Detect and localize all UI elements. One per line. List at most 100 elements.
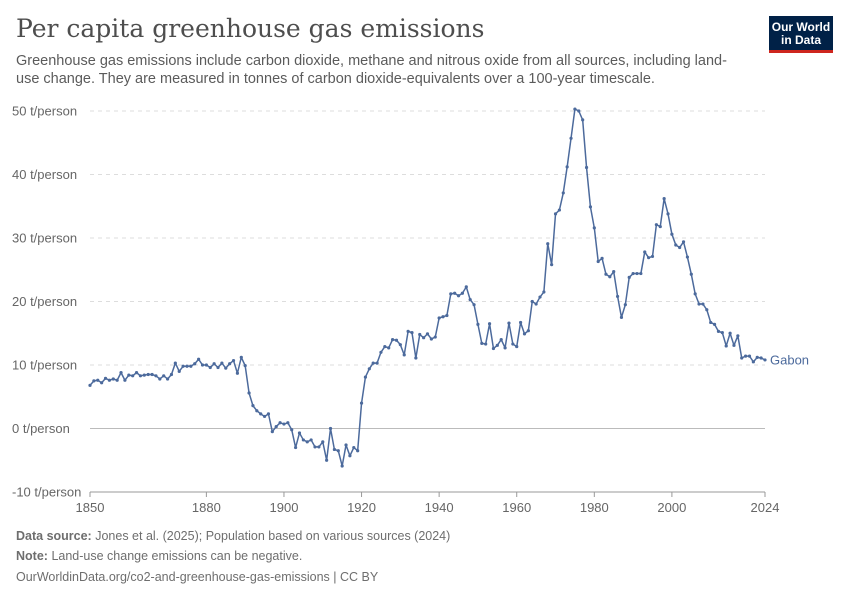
- data-point[interactable]: [445, 313, 449, 318]
- data-point[interactable]: [468, 297, 472, 302]
- data-point[interactable]: [487, 322, 492, 326]
- data-point[interactable]: [247, 391, 251, 395]
- data-point[interactable]: [146, 372, 150, 377]
- data-point[interactable]: [712, 322, 717, 326]
- data-point[interactable]: [724, 344, 728, 348]
- data-point[interactable]: [131, 374, 135, 378]
- data-point[interactable]: [557, 208, 561, 212]
- data-point[interactable]: [181, 364, 185, 368]
- data-point[interactable]: [654, 223, 658, 227]
- data-point[interactable]: [173, 361, 177, 365]
- data-point[interactable]: [639, 271, 643, 276]
- data-point[interactable]: [305, 440, 309, 444]
- data-point[interactable]: [425, 332, 430, 336]
- data-point[interactable]: [123, 378, 127, 382]
- data-point[interactable]: [740, 356, 744, 360]
- data-point[interactable]: [379, 350, 383, 354]
- owid-logo[interactable]: Our World in Data: [769, 16, 833, 53]
- data-point[interactable]: [674, 243, 678, 247]
- data-point[interactable]: [592, 226, 596, 230]
- data-point[interactable]: [390, 338, 395, 342]
- data-point[interactable]: [224, 366, 228, 370]
- data-point[interactable]: [162, 374, 166, 378]
- data-point[interactable]: [336, 449, 340, 453]
- data-point[interactable]: [208, 365, 212, 370]
- data-point[interactable]: [755, 355, 759, 359]
- data-point[interactable]: [185, 364, 189, 368]
- data-point[interactable]: [394, 338, 399, 342]
- data-point[interactable]: [697, 302, 701, 306]
- data-point[interactable]: [484, 342, 488, 346]
- data-point[interactable]: [569, 136, 573, 140]
- data-point[interactable]: [615, 294, 620, 299]
- data-point[interactable]: [670, 232, 674, 236]
- data-point[interactable]: [107, 378, 111, 382]
- data-point[interactable]: [340, 464, 344, 468]
- data-point[interactable]: [290, 428, 294, 432]
- data-point[interactable]: [359, 401, 364, 405]
- series-line-gabon[interactable]: [89, 108, 766, 467]
- data-point[interactable]: [763, 358, 767, 362]
- data-point[interactable]: [332, 447, 336, 452]
- data-point[interactable]: [747, 354, 752, 358]
- data-point[interactable]: [212, 362, 216, 366]
- data-point[interactable]: [623, 303, 627, 307]
- data-point[interactable]: [476, 322, 480, 326]
- data-point[interactable]: [266, 412, 271, 416]
- data-point[interactable]: [666, 212, 670, 216]
- data-point[interactable]: [472, 303, 476, 307]
- data-point[interactable]: [530, 299, 534, 304]
- data-point[interactable]: [681, 240, 686, 244]
- data-point[interactable]: [383, 344, 387, 349]
- data-point[interactable]: [375, 361, 379, 365]
- data-point[interactable]: [720, 331, 724, 335]
- data-point[interactable]: [352, 445, 356, 450]
- data-point[interactable]: [325, 458, 329, 462]
- data-point[interactable]: [538, 295, 542, 299]
- data-point[interactable]: [301, 438, 305, 442]
- data-point[interactable]: [534, 302, 538, 306]
- data-point[interactable]: [321, 440, 325, 444]
- data-point[interactable]: [197, 357, 201, 361]
- data-point[interactable]: [154, 374, 158, 378]
- data-point[interactable]: [600, 256, 604, 260]
- data-point[interactable]: [647, 256, 651, 260]
- data-point[interactable]: [584, 165, 589, 170]
- data-point[interactable]: [751, 360, 755, 364]
- data-point[interactable]: [200, 363, 205, 367]
- data-point[interactable]: [705, 308, 709, 312]
- data-point[interactable]: [150, 372, 154, 377]
- data-point[interactable]: [759, 356, 763, 360]
- data-point[interactable]: [515, 344, 519, 349]
- data-point[interactable]: [503, 346, 507, 350]
- data-point[interactable]: [119, 371, 123, 375]
- data-point[interactable]: [511, 342, 515, 346]
- data-point[interactable]: [278, 421, 282, 425]
- data-point[interactable]: [631, 271, 635, 276]
- data-point[interactable]: [581, 118, 585, 122]
- data-point[interactable]: [348, 454, 352, 458]
- data-point[interactable]: [643, 250, 647, 254]
- data-point[interactable]: [685, 255, 690, 259]
- data-point[interactable]: [546, 242, 550, 246]
- data-point[interactable]: [693, 292, 697, 296]
- data-point[interactable]: [453, 291, 457, 295]
- data-point[interactable]: [542, 290, 546, 294]
- data-point[interactable]: [282, 422, 286, 426]
- data-point[interactable]: [627, 275, 631, 279]
- data-point[interactable]: [313, 445, 317, 449]
- data-point[interactable]: [701, 302, 705, 306]
- data-point[interactable]: [499, 338, 503, 342]
- data-point[interactable]: [103, 376, 108, 380]
- source-link[interactable]: OurWorldinData.org/co2-and-greenhouse-ga…: [16, 570, 378, 584]
- data-point[interactable]: [422, 336, 426, 340]
- data-point[interactable]: [716, 329, 721, 333]
- data-point[interactable]: [433, 335, 437, 339]
- data-point[interactable]: [437, 316, 441, 320]
- data-point[interactable]: [251, 404, 255, 408]
- data-point[interactable]: [732, 343, 736, 347]
- data-point[interactable]: [231, 358, 236, 363]
- data-point[interactable]: [553, 212, 558, 216]
- data-point[interactable]: [604, 272, 608, 276]
- data-point[interactable]: [88, 383, 92, 387]
